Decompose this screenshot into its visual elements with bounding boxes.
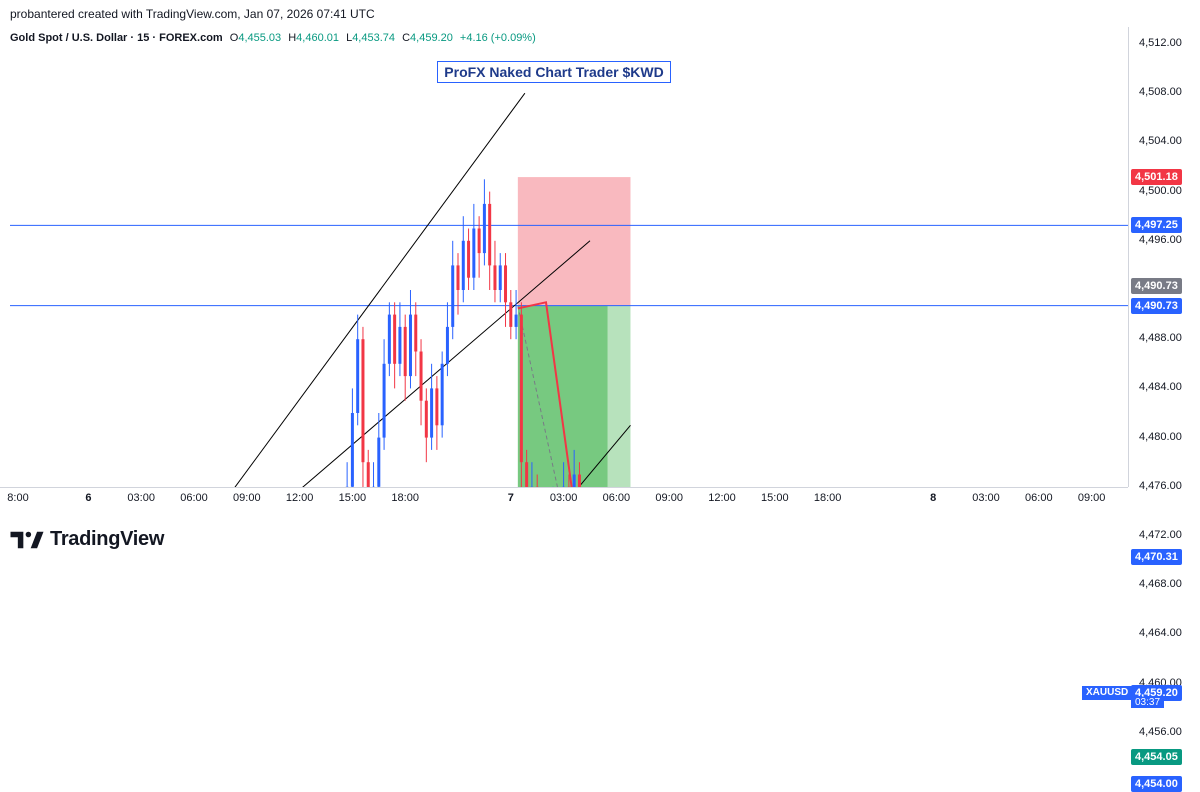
time-tick-label: 8 xyxy=(930,492,936,504)
price-badge[interactable]: 4,470.31 xyxy=(1131,549,1182,565)
candle-body xyxy=(377,438,380,487)
candle-body xyxy=(467,241,470,278)
candle-body xyxy=(509,302,512,327)
candle-body xyxy=(414,315,417,352)
time-tick-label: 15:00 xyxy=(761,492,789,504)
stop-loss-zone xyxy=(518,177,631,306)
tradingview-logo[interactable]: TradingView xyxy=(10,528,164,551)
candle-body xyxy=(435,388,438,425)
candle-body xyxy=(361,339,364,462)
candle-body xyxy=(488,204,491,266)
change-value: +4.16 (+0.09%) xyxy=(460,32,536,44)
candle-body xyxy=(462,241,465,290)
symbol-price-tag[interactable]: XAUUSD xyxy=(1082,686,1132,700)
price-badge[interactable]: 4,490.73 xyxy=(1131,298,1182,314)
price-tick-label: 4,500.00 xyxy=(1139,185,1182,197)
chart-canvas[interactable] xyxy=(0,27,1128,487)
price-tick-label: 4,504.00 xyxy=(1139,135,1182,147)
open-value: 4,455.03 xyxy=(238,32,281,44)
price-tick-label: 4,456.00 xyxy=(1139,726,1182,738)
time-tick-label: 03:00 xyxy=(972,492,1000,504)
candle-body xyxy=(383,364,386,438)
candle-body xyxy=(504,265,507,302)
candle-body xyxy=(578,475,581,488)
take-profit-zone-pending xyxy=(608,306,631,487)
attribution-text: probantered created with TradingView.com… xyxy=(10,7,375,21)
time-tick-label: 18:00 xyxy=(391,492,419,504)
candle-body xyxy=(430,388,433,437)
candle-body xyxy=(446,327,449,364)
candle-body xyxy=(525,462,528,487)
time-tick-label: 7 xyxy=(508,492,514,504)
time-tick-label: 12:00 xyxy=(708,492,736,504)
price-tick-label: 4,488.00 xyxy=(1139,332,1182,344)
candle-body xyxy=(441,364,444,426)
candle-body xyxy=(356,339,359,413)
time-tick-label: 06:00 xyxy=(603,492,631,504)
low-value: 4,453.74 xyxy=(352,32,395,44)
candle-body xyxy=(393,315,396,364)
candle-body xyxy=(398,327,401,364)
take-profit-zone xyxy=(518,306,608,487)
time-tick-label: 06:00 xyxy=(180,492,208,504)
candle-body xyxy=(388,315,391,364)
close-value: 4,459.20 xyxy=(410,32,453,44)
candle-body xyxy=(499,265,502,290)
candle-body xyxy=(493,265,496,290)
price-tick-label: 4,472.00 xyxy=(1139,529,1182,541)
price-tick-label: 4,508.00 xyxy=(1139,86,1182,98)
price-tick-label: 4,512.00 xyxy=(1139,37,1182,49)
time-tick-label: 09:00 xyxy=(1078,492,1106,504)
price-badge[interactable]: 4,497.25 xyxy=(1131,217,1182,233)
time-tick-label: 06:00 xyxy=(1025,492,1053,504)
price-tick-label: 4,464.00 xyxy=(1139,627,1182,639)
time-tick-label: 8:00 xyxy=(7,492,28,504)
time-tick-label: 03:00 xyxy=(550,492,578,504)
time-tick-label: 15:00 xyxy=(339,492,367,504)
time-tick-label: 12:00 xyxy=(286,492,314,504)
time-tick-label: 09:00 xyxy=(655,492,683,504)
candle-body xyxy=(409,315,412,377)
price-badge[interactable]: 4,454.05 xyxy=(1131,749,1182,765)
candle-body xyxy=(478,229,481,254)
candle-body xyxy=(451,265,454,327)
high-value: 4,460.01 xyxy=(296,32,339,44)
candle-body xyxy=(367,462,370,487)
candle-body xyxy=(472,229,475,278)
candle-body xyxy=(425,401,428,438)
logo-text: TradingView xyxy=(50,528,164,551)
price-badge[interactable]: 4,490.73 xyxy=(1131,278,1182,294)
price-tick-label: 4,468.00 xyxy=(1139,578,1182,590)
close-label: C xyxy=(402,32,410,44)
price-tick-label: 4,476.00 xyxy=(1139,480,1182,492)
price-badge[interactable]: 4,501.18 xyxy=(1131,169,1182,185)
channel-line xyxy=(18,93,525,487)
price-tick-label: 4,496.00 xyxy=(1139,234,1182,246)
candle-body xyxy=(515,315,518,327)
price-tick-label: 4,484.00 xyxy=(1139,381,1182,393)
bar-countdown: 03:37 xyxy=(1131,697,1164,708)
time-axis[interactable]: 8:00 6 03:00 06:00 09:00 12:00 15:00 18:00 7 03:0… xyxy=(0,487,1128,510)
candle-body xyxy=(404,327,407,376)
time-tick-label: 03:00 xyxy=(127,492,155,504)
symbol-name: Gold Spot / U.S. Dollar · 15 · FOREX.com xyxy=(10,32,223,44)
candle-body xyxy=(483,204,486,253)
price-badge[interactable]: 4,454.00 xyxy=(1131,776,1182,792)
candle-body xyxy=(573,475,576,488)
time-tick-label: 6 xyxy=(85,492,91,504)
symbol-legend: Gold Spot / U.S. Dollar · 15 · FOREX.com… xyxy=(10,32,536,44)
candle-body xyxy=(457,265,460,290)
price-tick-label: 4,480.00 xyxy=(1139,431,1182,443)
chart-annotation[interactable]: ProFX Naked Chart Trader $KWD xyxy=(437,61,671,83)
time-tick-label: 09:00 xyxy=(233,492,261,504)
time-tick-label: 18:00 xyxy=(814,492,842,504)
candle-body xyxy=(351,413,354,487)
candle-body xyxy=(420,352,423,401)
tradingview-logo-icon xyxy=(10,529,44,551)
chart-frame[interactable] xyxy=(0,27,1200,515)
candle-body xyxy=(520,315,523,463)
high-label: H xyxy=(288,32,296,44)
